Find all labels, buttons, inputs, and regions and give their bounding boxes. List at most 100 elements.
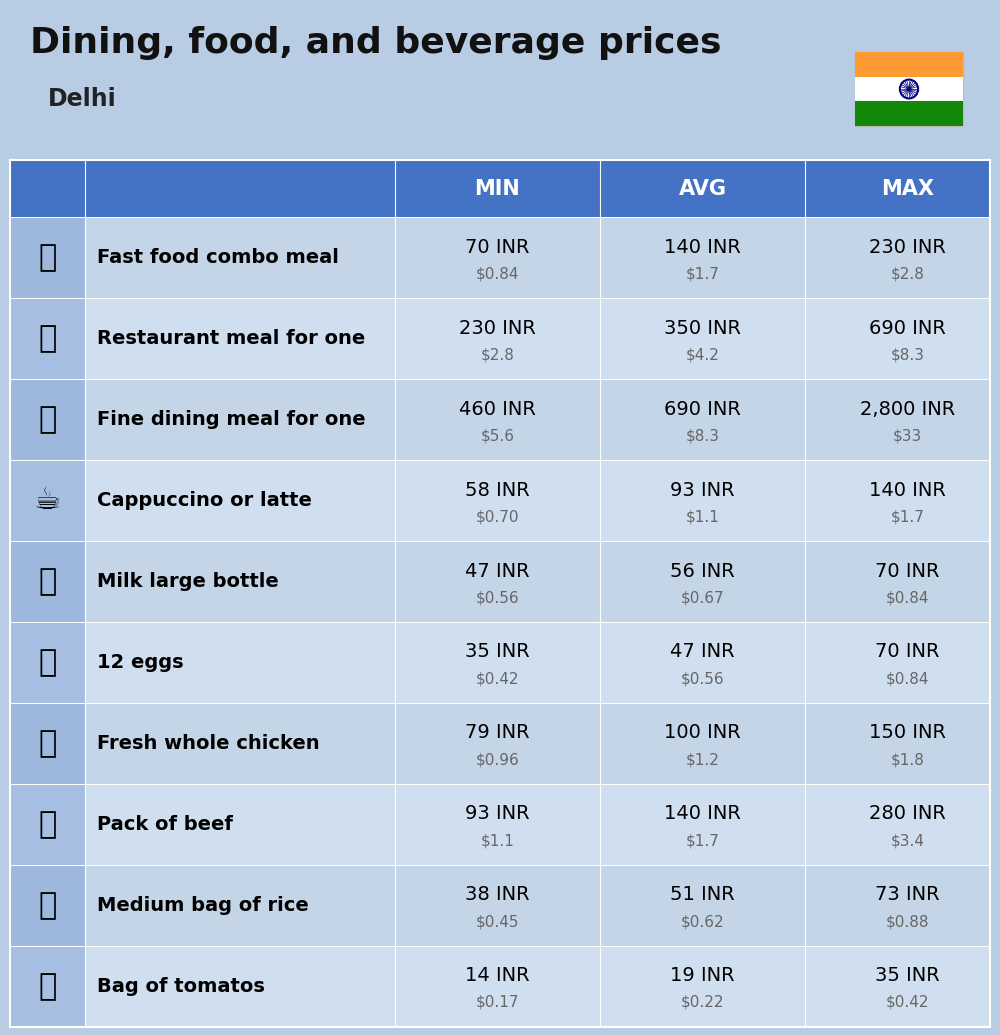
Text: 230 INR: 230 INR	[869, 238, 946, 257]
Text: 🍅: 🍅	[38, 972, 57, 1001]
Text: $1.7: $1.7	[686, 266, 719, 282]
Text: Bag of tomatos: Bag of tomatos	[97, 977, 265, 996]
Bar	[10, 160, 990, 217]
Bar	[10, 461, 85, 541]
Text: Milk large bottle: Milk large bottle	[97, 572, 279, 591]
Bar	[10, 217, 85, 298]
Text: $1.2: $1.2	[686, 752, 719, 767]
Text: $3.4: $3.4	[891, 833, 924, 848]
Text: 🍔: 🍔	[38, 243, 57, 272]
Bar	[10, 783, 85, 865]
Bar	[10, 461, 990, 541]
Bar	[10, 865, 990, 946]
Text: ☕: ☕	[34, 486, 61, 515]
Text: $1.8: $1.8	[891, 752, 924, 767]
Text: $0.56: $0.56	[476, 590, 519, 605]
Text: 140 INR: 140 INR	[664, 238, 741, 257]
Text: 🥩: 🥩	[38, 809, 57, 839]
Text: 🐔: 🐔	[38, 729, 57, 758]
Bar	[855, 77, 963, 101]
Bar	[10, 703, 990, 783]
Bar	[10, 541, 990, 622]
Text: $8.3: $8.3	[891, 348, 924, 362]
Text: 73 INR: 73 INR	[875, 885, 940, 905]
Text: 70 INR: 70 INR	[465, 238, 530, 257]
Text: Cappuccino or latte: Cappuccino or latte	[97, 492, 312, 510]
Text: 93 INR: 93 INR	[670, 480, 735, 500]
Text: $0.45: $0.45	[476, 914, 519, 929]
Text: 690 INR: 690 INR	[869, 319, 946, 337]
Text: 280 INR: 280 INR	[869, 804, 946, 824]
Text: $5.6: $5.6	[480, 428, 514, 443]
Text: $0.84: $0.84	[476, 266, 519, 282]
Text: $0.42: $0.42	[476, 671, 519, 686]
Text: $1.7: $1.7	[686, 833, 719, 848]
Text: $2.8: $2.8	[481, 348, 514, 362]
Bar	[10, 783, 990, 865]
Text: $1.1: $1.1	[481, 833, 514, 848]
Text: Fresh whole chicken: Fresh whole chicken	[97, 734, 320, 752]
Text: 35 INR: 35 INR	[465, 643, 530, 661]
Bar	[855, 101, 963, 126]
Text: 🥚: 🥚	[38, 648, 57, 677]
Text: 140 INR: 140 INR	[869, 480, 946, 500]
Text: $0.84: $0.84	[886, 590, 929, 605]
Text: Fast food combo meal: Fast food combo meal	[97, 248, 339, 267]
Text: $0.84: $0.84	[886, 671, 929, 686]
Bar	[855, 52, 963, 77]
Text: MAX: MAX	[881, 179, 934, 199]
Text: $0.56: $0.56	[681, 671, 724, 686]
Text: 🍚: 🍚	[38, 891, 57, 920]
Text: 35 INR: 35 INR	[875, 967, 940, 985]
Text: $8.3: $8.3	[686, 428, 720, 443]
Text: AVG: AVG	[678, 179, 726, 199]
Text: Dining, food, and beverage prices: Dining, food, and beverage prices	[30, 26, 722, 60]
Text: 350 INR: 350 INR	[664, 319, 741, 337]
Text: $1.7: $1.7	[891, 509, 924, 525]
Bar	[10, 298, 990, 379]
Text: 690 INR: 690 INR	[664, 400, 741, 419]
Text: 47 INR: 47 INR	[465, 562, 530, 581]
Text: $0.22: $0.22	[681, 995, 724, 1010]
Text: $4.2: $4.2	[686, 348, 719, 362]
Text: Delhi: Delhi	[48, 87, 117, 111]
Text: Pack of beef: Pack of beef	[97, 815, 233, 834]
Bar	[10, 946, 990, 1027]
Text: 70 INR: 70 INR	[875, 643, 940, 661]
Bar	[10, 946, 85, 1027]
Text: Fine dining meal for one: Fine dining meal for one	[97, 410, 366, 430]
Text: $0.42: $0.42	[886, 995, 929, 1010]
Bar	[10, 541, 85, 622]
Bar	[10, 298, 85, 379]
Text: $33: $33	[893, 428, 922, 443]
Text: $0.88: $0.88	[886, 914, 929, 929]
Text: 19 INR: 19 INR	[670, 967, 735, 985]
Text: 51 INR: 51 INR	[670, 885, 735, 905]
Text: $0.62: $0.62	[681, 914, 724, 929]
Text: MIN: MIN	[475, 179, 520, 199]
Bar	[10, 703, 85, 783]
Text: 230 INR: 230 INR	[459, 319, 536, 337]
Text: $0.17: $0.17	[476, 995, 519, 1010]
Text: $0.96: $0.96	[476, 752, 519, 767]
Circle shape	[908, 88, 910, 90]
Text: 🍳: 🍳	[38, 324, 57, 353]
Bar	[10, 160, 990, 1027]
Bar	[10, 622, 990, 703]
Text: 12 eggs: 12 eggs	[97, 653, 184, 672]
Text: $0.70: $0.70	[476, 509, 519, 525]
Text: 🥛: 🥛	[38, 567, 57, 596]
Text: 140 INR: 140 INR	[664, 804, 741, 824]
Bar	[10, 865, 85, 946]
Bar	[855, 52, 963, 126]
Text: 70 INR: 70 INR	[875, 562, 940, 581]
Text: 150 INR: 150 INR	[869, 723, 946, 742]
Text: 2,800 INR: 2,800 INR	[860, 400, 955, 419]
Text: 47 INR: 47 INR	[670, 643, 735, 661]
Bar	[10, 217, 990, 298]
Text: $1.1: $1.1	[686, 509, 719, 525]
Bar	[10, 379, 990, 461]
Text: 58 INR: 58 INR	[465, 480, 530, 500]
Text: 🍽: 🍽	[38, 405, 57, 435]
Text: 460 INR: 460 INR	[459, 400, 536, 419]
